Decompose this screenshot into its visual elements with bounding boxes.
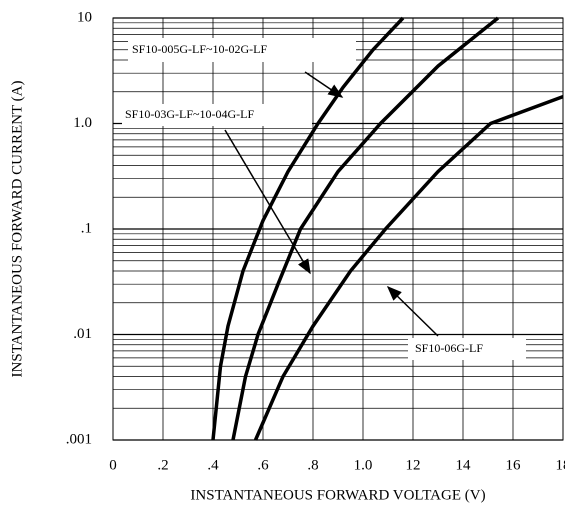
x-tick-label: 0 <box>109 457 117 473</box>
x-tick-label: .8 <box>307 457 318 473</box>
x-tick-label: 1.0 <box>354 457 373 473</box>
series-label: SF10-005G-LF~10-02G-LF <box>132 42 267 56</box>
x-tick-label: 18 <box>556 457 565 473</box>
y-tick-label: 10 <box>77 9 92 25</box>
series-label: SF10-03G-LF~10-04G-LF <box>125 107 254 121</box>
y-tick-label: .001 <box>66 431 92 447</box>
x-axis-title: INSTANTANEOUS FORWARD VOLTAGE (V) <box>190 487 485 503</box>
annotation-arrow <box>225 130 310 273</box>
x-tick-label: 12 <box>406 457 421 473</box>
y-tick-label: .1 <box>81 220 92 236</box>
x-tick-label: .6 <box>257 457 269 473</box>
x-tick-label: .2 <box>157 457 168 473</box>
annotation-arrow <box>305 72 342 97</box>
series-label: SF10-06G-LF <box>415 341 483 355</box>
y-axis-title: INSTANTANEOUS FORWARD CURRENT (A) <box>9 81 25 378</box>
y-tick-label: 1.0 <box>73 115 92 131</box>
y-tick-label: .01 <box>73 326 92 342</box>
x-tick-label: 14 <box>456 457 472 473</box>
x-tick-label: 16 <box>506 457 522 473</box>
x-tick-label: .4 <box>207 457 219 473</box>
